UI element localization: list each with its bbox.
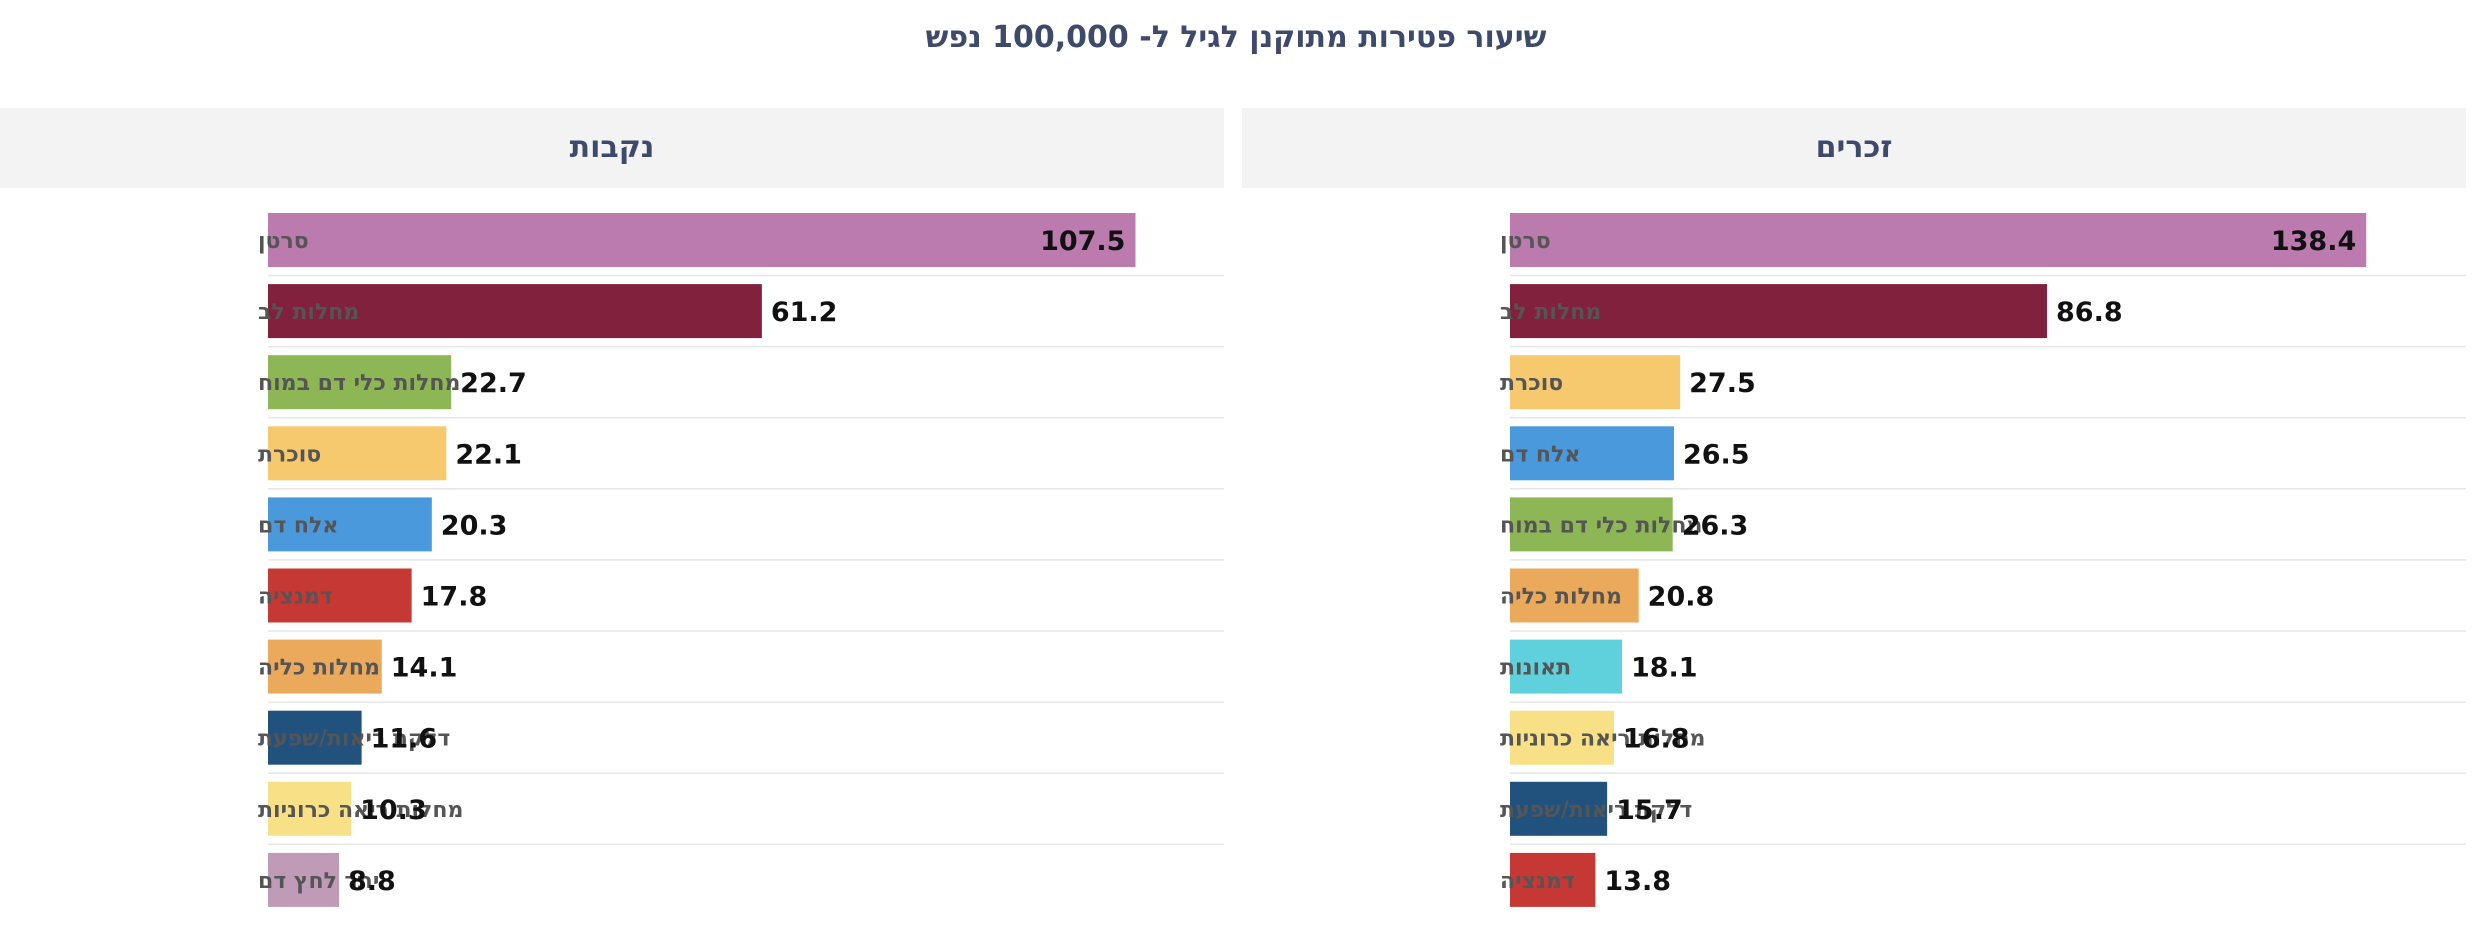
bar-1-9 [268, 852, 340, 907]
bar-0-1 [1510, 284, 2048, 339]
category-label: מחלות לב [1500, 300, 1601, 325]
category-label: מחלות כליה [1500, 585, 1622, 610]
category-label: מחלות לב [258, 300, 359, 325]
value-label: 86.8 [2056, 297, 2123, 328]
panel-title-males: זכרים [1242, 108, 2466, 188]
value-label: 26.3 [1682, 510, 1749, 541]
chart-title: שיעור פטירות מתוקנן לגיל ל- 100,000 נפש [925, 20, 1547, 55]
value-label: 22.7 [460, 368, 527, 399]
panel-females: נקבות סרטן 107.5 מחלות לב 61.2 מחלות כלי דם … [0, 108, 1224, 940]
value-label: 107.5 [1040, 226, 1125, 257]
bar-1-3 [268, 426, 447, 481]
value-label: 11.6 [371, 724, 438, 755]
category-label: דלקת ריאות/שפעת [258, 727, 450, 752]
bar-1-0 [268, 213, 1136, 267]
category-label: סוכרת [258, 442, 321, 467]
category-label: סרטן [1500, 229, 1551, 254]
category-label: אלח דם [258, 513, 338, 538]
bar-0-0 [1510, 213, 2367, 267]
value-label: 20.8 [1648, 582, 1715, 613]
bar-1-5 [268, 568, 412, 623]
bar-0-7 [1510, 710, 1614, 765]
bar-1-4 [268, 497, 432, 552]
value-label: 16.8 [1623, 724, 1690, 755]
value-label: 17.8 [421, 582, 488, 613]
category-label: מחלות ריאה כרוניות [1500, 727, 1705, 752]
category-label: אלח דם [1500, 442, 1580, 467]
category-label: מחלות כליה [258, 656, 380, 681]
value-label: 27.5 [1689, 368, 1756, 399]
bar-0-6 [1510, 639, 1622, 694]
category-label: יתר לחץ דם [258, 869, 379, 894]
category-label: דמנציה [258, 585, 333, 610]
value-label: 10.3 [360, 795, 427, 826]
category-label: מחלות כלי דם במוח [1500, 513, 1702, 538]
value-label: 22.1 [455, 439, 522, 470]
bar-1-1 [268, 284, 762, 339]
category-label: סוכרת [1500, 371, 1563, 396]
category-label: דמנציה [1500, 869, 1575, 894]
bar-1-2 [268, 355, 452, 410]
value-label: 18.1 [1631, 653, 1698, 684]
value-label: 15.7 [1616, 795, 1683, 826]
bar-chart-males: סרטן 138.4 מחלות לב 86.8 סוכרת 27.5 אלח דם 26.5… [1500, 213, 2466, 907]
value-label: 13.8 [1604, 866, 1671, 897]
category-label: מחלות ריאה כרוניות [258, 798, 463, 823]
value-label: 20.3 [441, 510, 508, 541]
value-label: 14.1 [391, 653, 458, 684]
panel-males: זכרים סרטן 138.4 מחלות לב 86.8 סוכרת 27.5 אלח … [1242, 108, 2466, 940]
value-label: 61.2 [771, 297, 838, 328]
bar-1-6 [268, 639, 382, 694]
bar-0-3 [1510, 426, 1674, 481]
category-label: מחלות כלי דם במוח [258, 371, 460, 396]
category-label: סרטן [258, 229, 309, 254]
bar-0-5 [1510, 568, 1639, 623]
panel-title-females: נקבות [0, 108, 1224, 188]
bar-0-9 [1510, 852, 1596, 907]
value-label: 8.8 [348, 866, 396, 897]
category-label: דלקת ריאות/שפעת [1500, 798, 1692, 823]
bar-0-8 [1510, 781, 1608, 836]
bar-1-7 [268, 710, 362, 765]
category-label: תאונות [1500, 656, 1571, 681]
bar-0-2 [1510, 355, 1681, 410]
value-label: 26.5 [1683, 439, 1750, 470]
value-label: 138.4 [2271, 226, 2356, 257]
bar-0-4 [1510, 497, 1673, 552]
bar-1-8 [268, 781, 352, 836]
